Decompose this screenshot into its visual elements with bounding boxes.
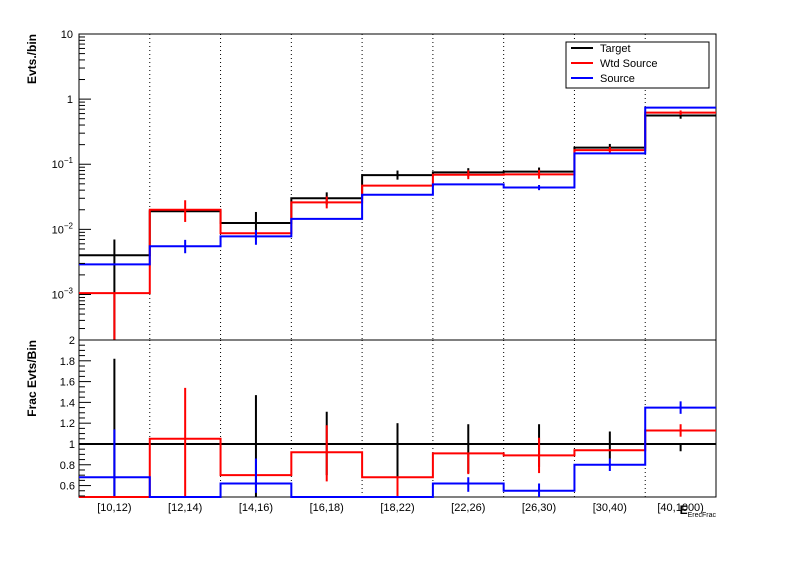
x-tick-label: [12,14) [168,502,202,514]
y-tick-label: 2 [69,335,75,347]
y-tick-label: 10−3 [52,286,74,301]
x-tick-label: [18,22) [380,502,414,514]
y-tick-label: 1.8 [60,356,75,368]
x-tick-label: [30,40) [593,502,627,514]
y-tick-label: 10−2 [52,221,74,236]
x-tick-labels: [10,12) [12,14) [14,16) [16,18) [18,22) [22,2… [97,502,716,519]
series-target [79,112,716,340]
y-tick-label: 10−1 [52,156,74,171]
y-tick-label: 1 [67,94,73,106]
x-tick-label: [16,18) [310,502,344,514]
series-wtd-source [79,110,716,340]
series-wtd-source [79,387,716,498]
y-tick-label: 1.4 [60,397,75,409]
bottom-panel: 0.6 0.8 1 1.2 1.4 1.6 1.8 2 Frac Evts/Bin [25,335,717,498]
x-tick-label: [14,16) [239,502,273,514]
y-tick-label: 1.2 [60,418,75,430]
x-tick-label: [26,30) [522,502,556,514]
y-tick-label: 1 [69,439,75,451]
y-tick-label: 0.6 [60,481,75,493]
y-tick-label: 0.8 [60,460,75,472]
legend-box [565,41,710,89]
series-step-line [79,429,716,498]
series-step-line [79,106,716,266]
y-tick-label: 10 [61,29,73,41]
legend: Target Wtd Source Source [565,41,710,89]
y-axis-label: Evts./bin [25,34,39,84]
series-step-line [79,111,716,295]
y-tick-label: 1.6 [60,377,75,389]
legend-entry: Target [600,43,631,55]
series-source [79,106,716,266]
x-tick-label: [10,12) [97,502,131,514]
series-source [79,401,716,498]
legend-entry: Wtd Source [600,58,657,70]
y-axis-label: Frac Evts/Bin [25,340,39,417]
series-step-line [79,406,716,498]
x-tick-label: [22,26) [451,502,485,514]
x-tick-label: [40,1000) [657,502,703,514]
legend-entry: Source [600,73,635,85]
